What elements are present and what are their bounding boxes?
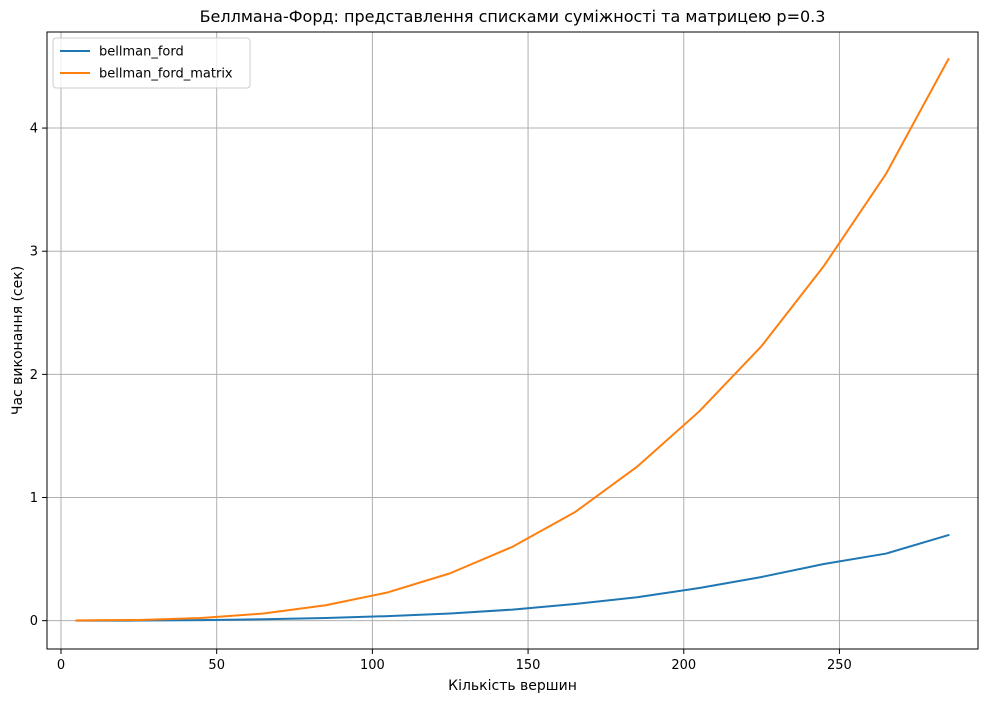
y-tick-label: 3 — [30, 245, 38, 260]
x-tick-label: 0 — [57, 658, 65, 673]
series-line-bellman-ford-matrix — [75, 57, 950, 622]
grid — [47, 32, 978, 649]
x-tick-label: 150 — [516, 658, 541, 673]
legend-label-bellman-ford-matrix: bellman_ford_matrix — [99, 67, 233, 82]
chart-title: Беллмана-Форд: представлення списками су… — [200, 7, 826, 26]
y-axis-ticks: 0 1 2 3 4 — [30, 122, 47, 629]
x-axis-label: Кількість вершин — [448, 678, 577, 694]
y-tick-label: 2 — [30, 368, 38, 383]
x-tick-label: 250 — [827, 658, 852, 673]
x-tick-label: 100 — [360, 658, 385, 673]
y-tick-label: 1 — [30, 491, 38, 506]
legend-label-bellman-ford: bellman_ford — [99, 45, 184, 60]
x-axis-ticks: 0 50 100 150 200 250 — [57, 649, 852, 673]
y-axis-label: Час виконання (сек) — [10, 266, 26, 415]
x-tick-label: 50 — [208, 658, 225, 673]
legend-box — [52, 37, 251, 89]
y-tick-label: 4 — [30, 122, 38, 137]
series-layer — [75, 57, 950, 622]
y-tick-label: 0 — [30, 614, 38, 629]
x-tick-label: 200 — [671, 658, 696, 673]
plot-frame — [46, 31, 979, 650]
legend: bellman_ford bellman_ford_matrix — [52, 37, 251, 89]
series-line-bellman-ford — [75, 533, 950, 622]
